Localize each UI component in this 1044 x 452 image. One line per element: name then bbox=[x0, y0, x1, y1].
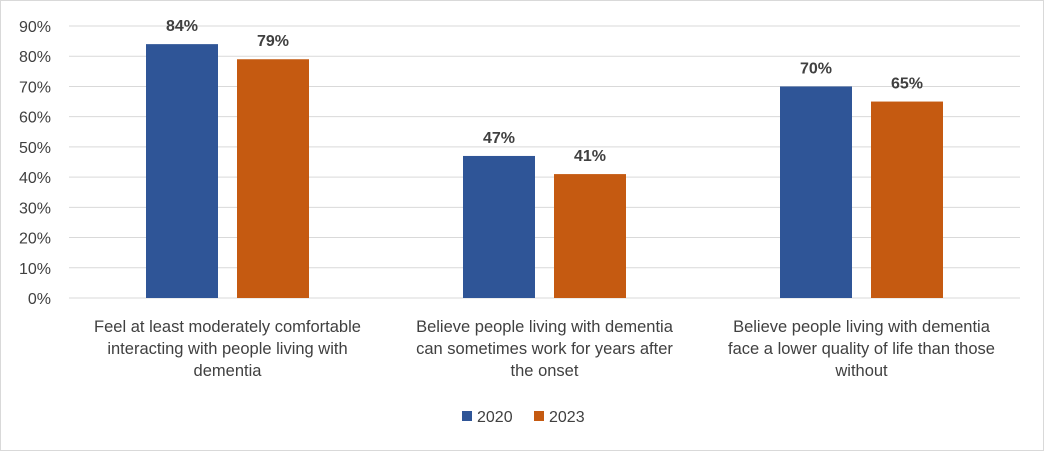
category-label: can sometimes work for years after bbox=[416, 340, 673, 358]
bar-2023 bbox=[871, 101, 943, 298]
bar-2020 bbox=[463, 155, 535, 298]
gridlines bbox=[69, 25, 1020, 299]
category-label: dementia bbox=[194, 362, 263, 380]
category-label: interacting with people living with bbox=[107, 340, 347, 358]
data-label: 47% bbox=[483, 130, 515, 147]
bar-2023 bbox=[554, 174, 626, 298]
legend-swatch-2023 bbox=[534, 411, 544, 421]
data-label: 70% bbox=[800, 60, 832, 77]
y-tick-label: 70% bbox=[19, 79, 51, 96]
bar-2020 bbox=[146, 44, 218, 299]
y-tick-label: 60% bbox=[19, 110, 51, 127]
legend-label: 2020 bbox=[477, 409, 513, 426]
x-axis-categories: Feel at least moderately comfortable inte… bbox=[94, 318, 995, 380]
category-label: Believe people living with dementia bbox=[416, 318, 674, 336]
bar-2023 bbox=[237, 59, 309, 298]
bars bbox=[146, 44, 943, 299]
y-tick-label: 10% bbox=[19, 261, 51, 278]
y-tick-label: 0% bbox=[28, 291, 51, 308]
data-labels: 84% 79% 47% 41% 70% 65% bbox=[166, 18, 923, 165]
data-label: 41% bbox=[574, 148, 606, 165]
bar-2020 bbox=[780, 86, 852, 298]
data-label: 65% bbox=[891, 76, 923, 93]
data-label: 84% bbox=[166, 18, 198, 35]
y-tick-label: 40% bbox=[19, 170, 51, 187]
legend-label: 2023 bbox=[549, 409, 585, 426]
legend-swatch-2020 bbox=[462, 411, 472, 421]
data-label: 79% bbox=[257, 33, 289, 50]
category-label: Feel at least moderately comfortable bbox=[94, 318, 361, 336]
y-tick-label: 50% bbox=[19, 140, 51, 157]
category-label: Believe people living with dementia bbox=[733, 318, 991, 336]
y-tick-label: 80% bbox=[19, 49, 51, 66]
y-tick-label: 20% bbox=[19, 231, 51, 248]
category-label: the onset bbox=[511, 362, 579, 380]
y-tick-label: 30% bbox=[19, 200, 51, 217]
category-label: without bbox=[834, 362, 888, 380]
y-tick-label: 90% bbox=[19, 19, 51, 36]
y-axis-ticks: 0% 10% 20% 30% 40% 50% 60% 70% 80% 90% bbox=[19, 19, 51, 308]
category-label: face a lower quality of life than those bbox=[728, 340, 995, 358]
legend: 2020 2023 bbox=[462, 409, 585, 426]
